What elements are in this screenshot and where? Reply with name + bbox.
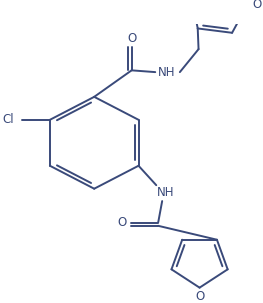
Text: O: O [252,0,262,11]
Text: NH: NH [158,66,176,78]
Text: O: O [117,216,127,229]
Text: O: O [195,290,204,303]
Text: O: O [127,32,136,45]
Text: Cl: Cl [3,113,14,126]
Text: NH: NH [157,186,175,199]
